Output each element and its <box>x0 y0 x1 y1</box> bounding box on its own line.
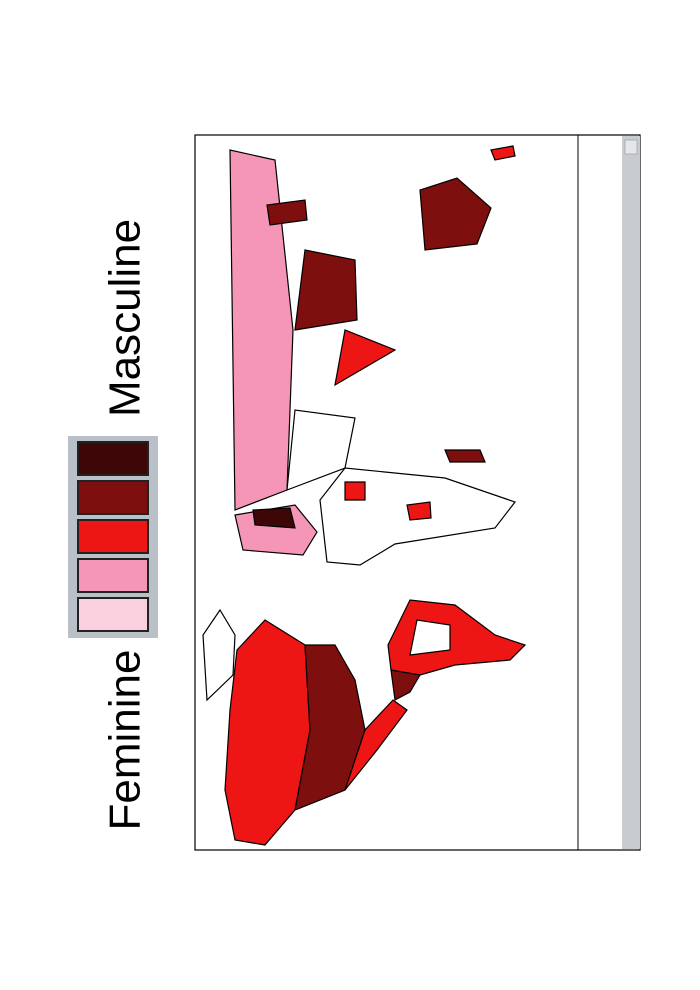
russia <box>229 149 294 511</box>
south-america <box>387 599 527 676</box>
madagascar <box>444 449 486 463</box>
central-europe <box>252 507 296 529</box>
legend-swatches <box>77 441 149 632</box>
world-map <box>202 145 527 846</box>
brazil-interior <box>409 619 451 656</box>
china <box>294 249 358 331</box>
legend-swatch <box>77 558 149 593</box>
legend-swatch <box>77 597 149 632</box>
india <box>334 329 397 387</box>
legend-swatch <box>77 480 149 515</box>
scrollbar <box>622 136 640 849</box>
scrollbar-button <box>624 139 638 155</box>
new-zealand <box>490 145 516 161</box>
mexico <box>344 699 408 791</box>
africa-country <box>344 481 366 501</box>
japan <box>266 199 308 226</box>
australia <box>419 177 492 251</box>
greenland <box>202 608 236 702</box>
legend-swatch <box>77 519 149 554</box>
legend-swatch <box>77 441 149 476</box>
middle-east <box>286 409 356 491</box>
legend-high-label: Masculine <box>101 219 150 417</box>
legend-low-label: Feminine <box>101 650 150 831</box>
africa-country-2 <box>406 501 432 521</box>
